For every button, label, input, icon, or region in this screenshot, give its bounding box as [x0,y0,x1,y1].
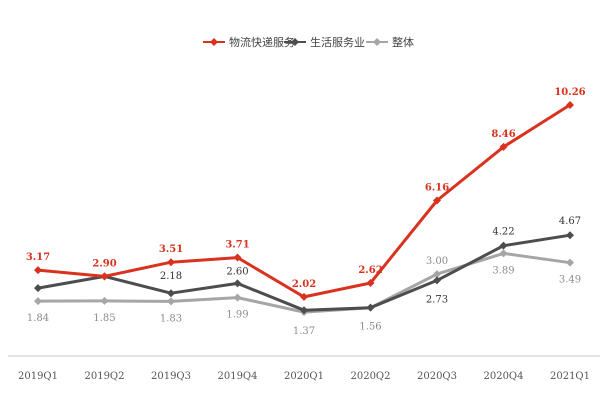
data-point-2-1 [100,296,109,305]
legend-marker-2 [373,38,381,46]
data-label-0-4: 2.02 [292,279,316,290]
data-point-0-7 [499,142,508,151]
data-label-2-2: 1.83 [160,313,182,324]
data-point-1-4 [300,306,308,315]
data-point-2-3 [233,293,242,302]
legend-item-1: 生活服务业 [284,35,365,49]
data-label-0-7: 8.46 [491,129,515,140]
x-tick-label-5: 2020Q2 [350,371,390,382]
legend-marker-1 [291,38,299,46]
data-label-2-8: 3.49 [559,275,581,286]
data-point-1-8 [566,231,574,240]
data-label-1-2: 2.18 [160,271,182,282]
data-point-0-6 [433,196,441,205]
data-label-1-8: 4.67 [559,216,581,227]
legend-marker-0 [210,38,218,46]
legend-label-1: 生活服务业 [310,35,365,49]
x-tick-label-8: 2021Q1 [550,371,590,382]
data-point-1-5 [366,303,375,312]
data-point-0-5 [366,278,375,287]
data-point-0-2 [167,258,175,267]
data-point-0-1 [100,272,109,281]
data-label-2-3: 1.99 [226,310,248,321]
data-label-2-4: 1.37 [293,326,315,337]
data-point-2-6 [433,270,441,279]
x-tick-label-3: 2019Q4 [217,371,257,382]
data-label-2-5: 1.56 [359,322,381,333]
data-point-1-3 [233,279,242,288]
data-point-1-0 [34,284,42,293]
data-label-0-6: 6.16 [425,182,449,193]
chart-legend: 物流快递服务 生活服务业 整体 [203,35,414,49]
data-point-2-2 [167,297,175,306]
x-tick-label-7: 2020Q4 [483,371,523,382]
data-label-2-1: 1.85 [93,313,115,324]
data-label-0-0: 3.17 [26,252,50,263]
x-tick-label-0: 2019Q1 [18,371,58,382]
x-tick-layer: 2019Q1 2019Q2 2019Q3 2019Q4 2020Q1 2020Q2 2020… [18,371,590,382]
data-label-1-6: 2.73 [426,294,448,305]
data-point-0-0 [34,266,42,275]
legend-label-0: 物流快递服务 [229,35,295,49]
x-tick-label-6: 2020Q3 [417,371,457,382]
data-point-2-7 [499,249,508,258]
series-0 [34,100,574,301]
legend-item-0: 物流快递服务 [203,35,295,49]
x-tick-label-4: 2020Q1 [284,371,324,382]
x-tick-label-2: 2019Q3 [151,371,191,382]
legend-item-2: 整体 [366,35,414,49]
data-point-0-4 [300,292,308,301]
legend-label-2: 整体 [392,35,414,49]
data-label-0-8: 10.26 [554,87,585,98]
data-point-1-2 [167,289,175,298]
data-label-layer: 3.17 2.90 3.51 3.71 2.02 2.62 6.16 8.46 10.26 2.1… [26,87,586,337]
data-label-0-3: 3.71 [225,240,249,251]
series-line-0 [36,103,572,299]
data-point-2-8 [566,258,574,267]
data-label-0-2: 3.51 [159,244,183,255]
data-label-2-0: 1.84 [27,313,49,324]
series-layer [34,100,574,317]
data-label-2-6: 3.00 [426,256,448,267]
x-tick-label-1: 2019Q2 [84,371,124,382]
series-1 [34,231,574,315]
data-point-0-3 [233,253,242,262]
data-label-0-1: 2.90 [92,258,116,269]
data-point-1-6 [433,276,441,285]
data-point-1-7 [499,241,508,250]
data-label-2-7: 3.89 [492,265,514,276]
data-point-2-0 [34,297,42,306]
data-label-0-5: 2.62 [358,265,382,276]
data-label-1-7: 4.22 [492,227,514,238]
data-point-0-8 [566,100,574,109]
data-label-1-3: 2.60 [226,266,248,277]
